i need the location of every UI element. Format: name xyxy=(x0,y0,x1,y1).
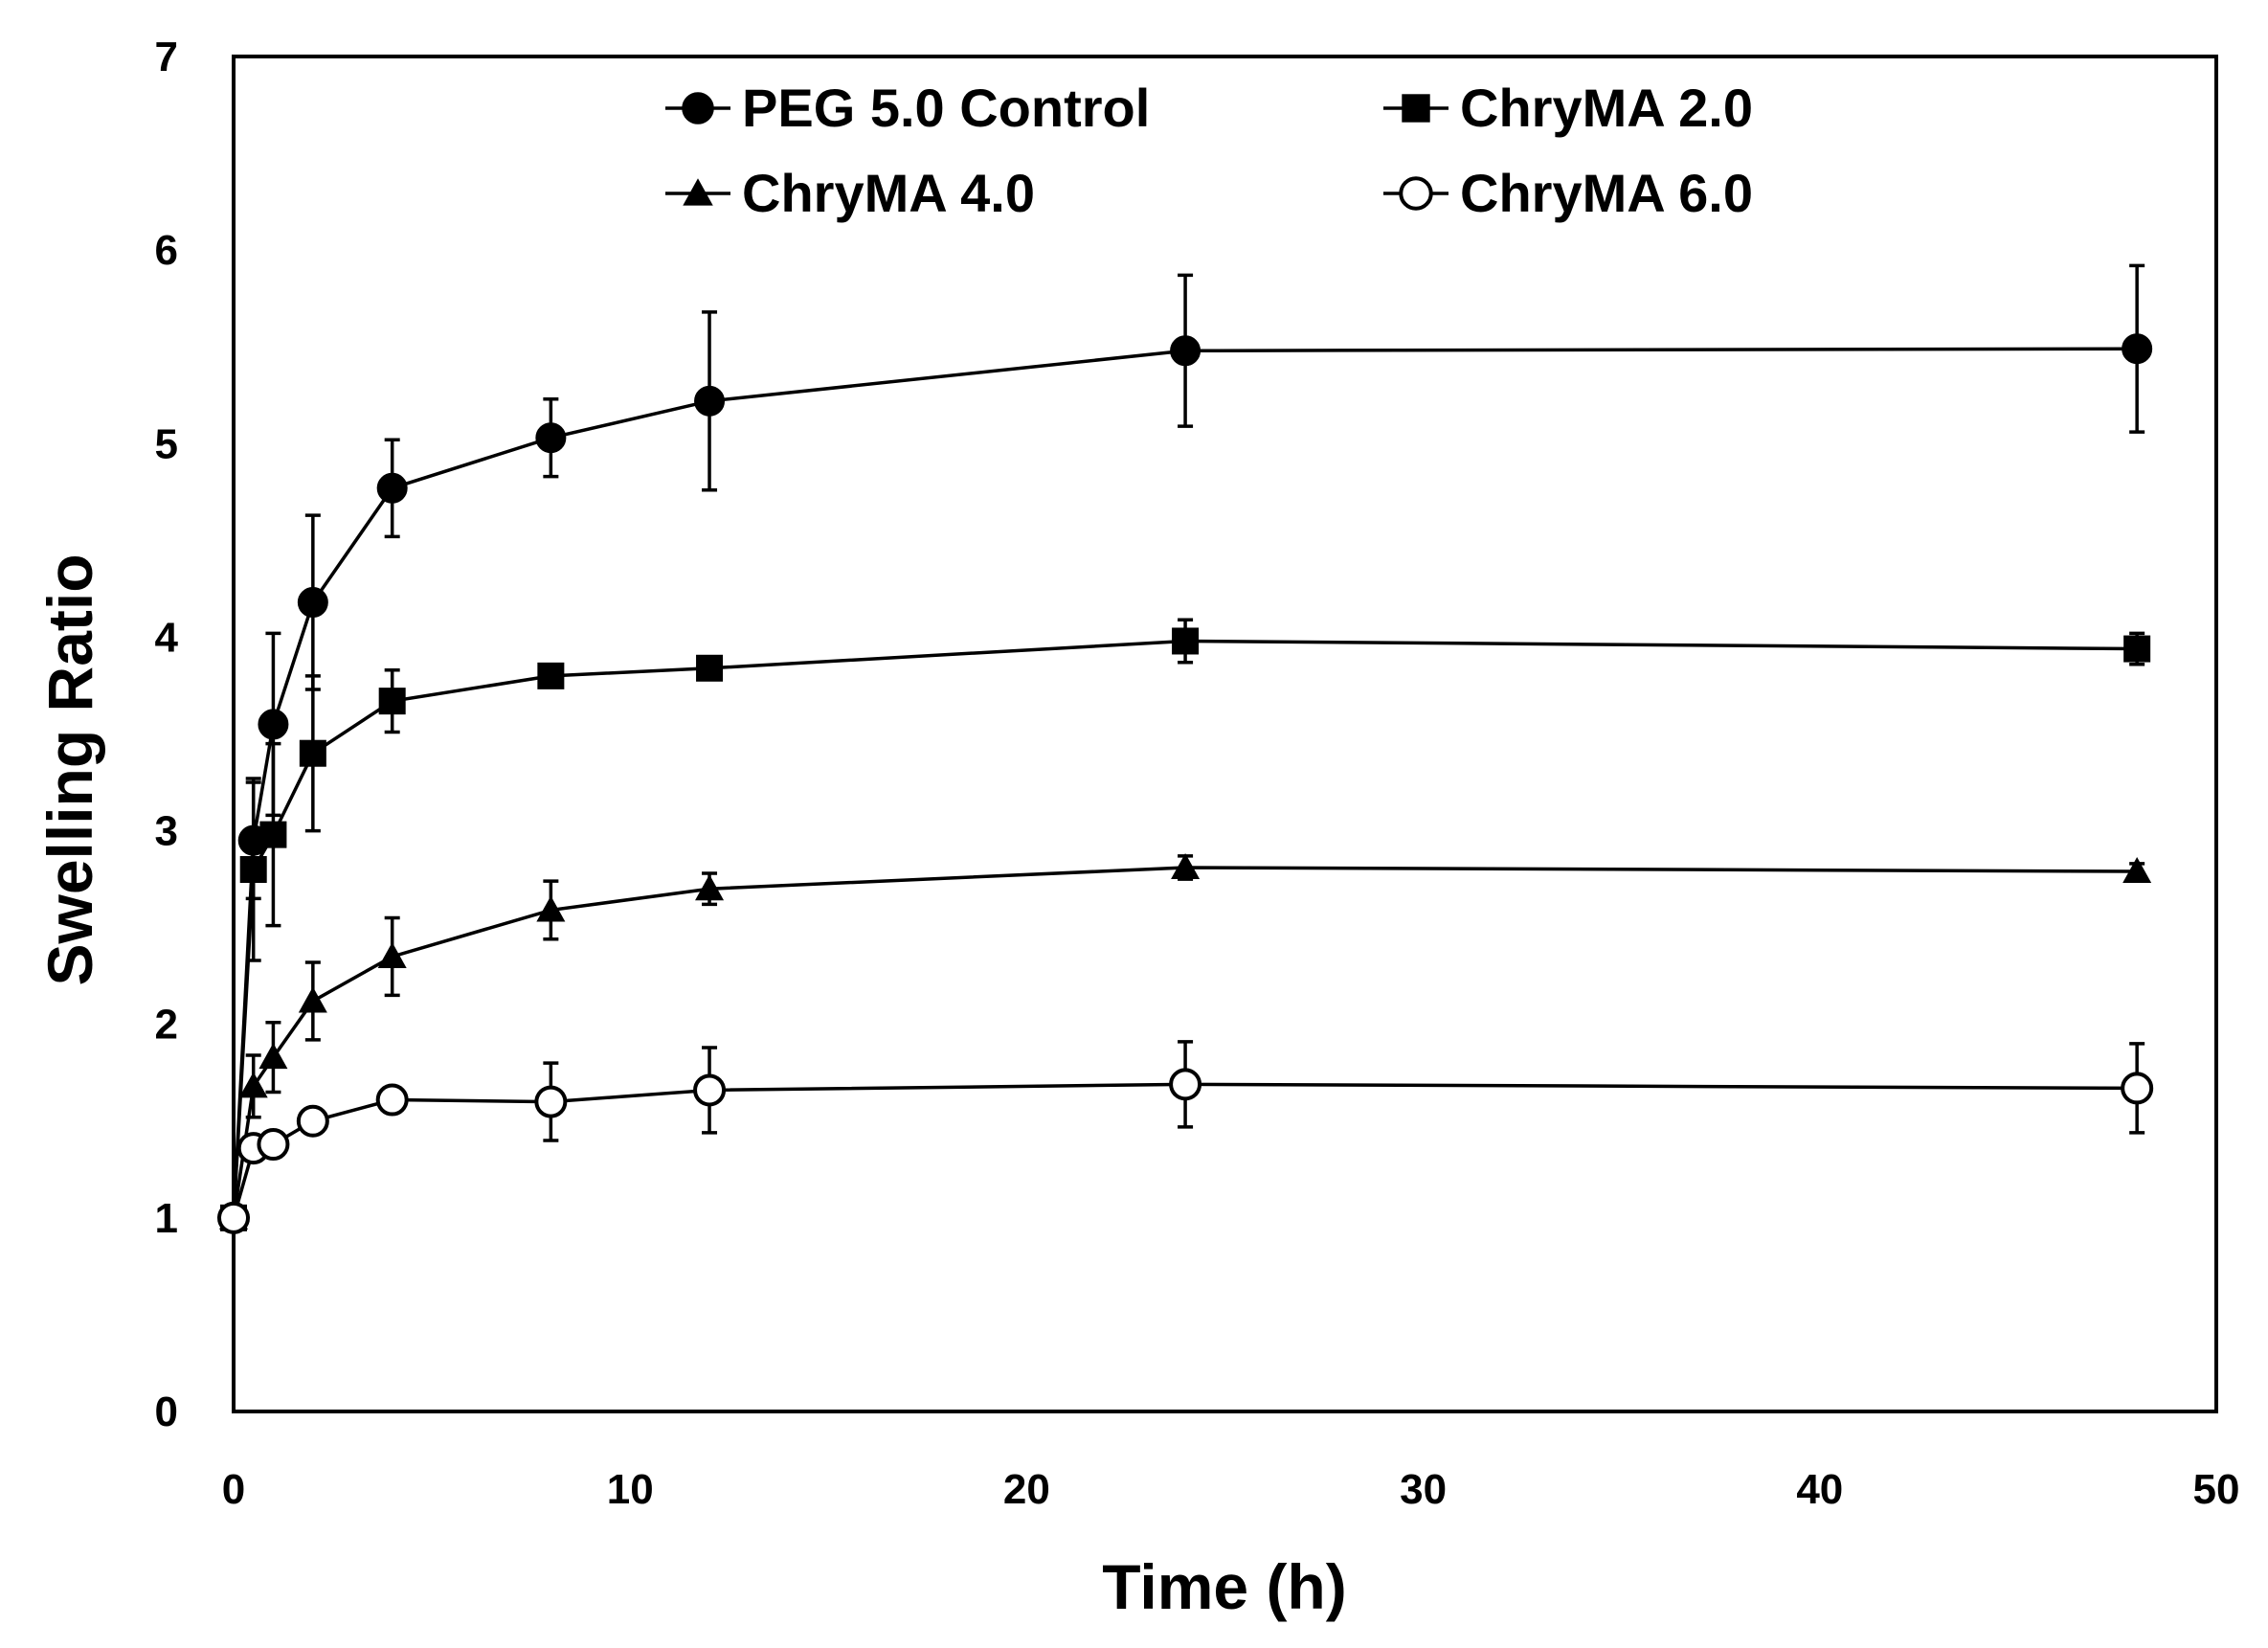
data-point xyxy=(2121,1072,2154,1105)
x-tick-label: 20 xyxy=(1003,1466,1050,1513)
data-point xyxy=(375,1083,409,1117)
y-tick-label: 1 xyxy=(155,1195,178,1242)
data-point xyxy=(682,92,714,124)
y-tick-label: 2 xyxy=(155,1002,178,1049)
data-point xyxy=(695,874,725,901)
legend-label: PEG 5.0 Control xyxy=(742,78,1150,138)
y-tick-label: 3 xyxy=(155,808,178,855)
data-point xyxy=(377,941,407,968)
data-point xyxy=(378,688,406,715)
y-axis-title: Swelling Ratio xyxy=(34,553,105,985)
data-point xyxy=(1399,176,1433,211)
series-line xyxy=(232,639,2138,1218)
legend-entry: ChryMA 2.0 xyxy=(1383,78,1753,138)
data-point xyxy=(258,709,289,740)
series-chryma-2-0 xyxy=(220,618,2151,1231)
data-point xyxy=(257,1128,290,1162)
data-point xyxy=(1171,852,1201,879)
x-tick-label: 40 xyxy=(1796,1466,1843,1513)
data-point xyxy=(299,739,326,767)
data-point xyxy=(297,587,328,619)
data-point xyxy=(2122,333,2153,365)
data-point xyxy=(683,178,713,206)
data-point xyxy=(2123,635,2151,663)
x-tick-label: 0 xyxy=(222,1466,245,1513)
legend-label: ChryMA 2.0 xyxy=(1460,78,1753,138)
data-point xyxy=(694,385,726,417)
y-tick-label: 6 xyxy=(155,227,178,274)
data-point xyxy=(258,1043,288,1070)
data-point xyxy=(693,1073,727,1107)
data-point xyxy=(259,821,287,848)
x-axis-title: Time (h) xyxy=(1102,1551,1346,1622)
series-chryma-4-0 xyxy=(219,852,2152,1230)
data-point xyxy=(696,654,724,682)
plot-area-frame xyxy=(232,55,2218,1413)
data-point xyxy=(537,662,565,689)
data-point xyxy=(217,1201,250,1234)
data-point xyxy=(1172,627,1200,655)
data-point xyxy=(535,422,567,454)
x-tick-label: 10 xyxy=(607,1466,654,1513)
data-point xyxy=(1169,1068,1202,1101)
x-tick-label: 50 xyxy=(2193,1466,2240,1513)
data-point xyxy=(296,1104,329,1138)
x-tick-label: 30 xyxy=(1400,1466,1447,1513)
data-point xyxy=(534,1085,568,1118)
legend-label: ChryMA 4.0 xyxy=(742,163,1035,223)
legend-entry: ChryMA 4.0 xyxy=(665,163,1035,223)
data-point xyxy=(239,856,267,883)
y-tick-label: 7 xyxy=(155,34,178,80)
y-tick-label: 0 xyxy=(155,1388,178,1435)
data-point xyxy=(1402,94,1430,123)
y-tick-label: 5 xyxy=(155,420,178,467)
legend-entry: PEG 5.0 Control xyxy=(665,78,1150,138)
legend-label: ChryMA 6.0 xyxy=(1460,163,1753,223)
data-point xyxy=(536,895,566,922)
data-point xyxy=(376,472,408,504)
y-tick-label: 4 xyxy=(155,614,179,661)
data-point xyxy=(1170,335,1201,367)
data-point xyxy=(298,986,327,1013)
legend-entry: ChryMA 6.0 xyxy=(1383,163,1753,223)
series-chryma-6-0 xyxy=(217,1040,2154,1234)
data-point xyxy=(2122,857,2152,884)
data-point xyxy=(238,1072,268,1098)
